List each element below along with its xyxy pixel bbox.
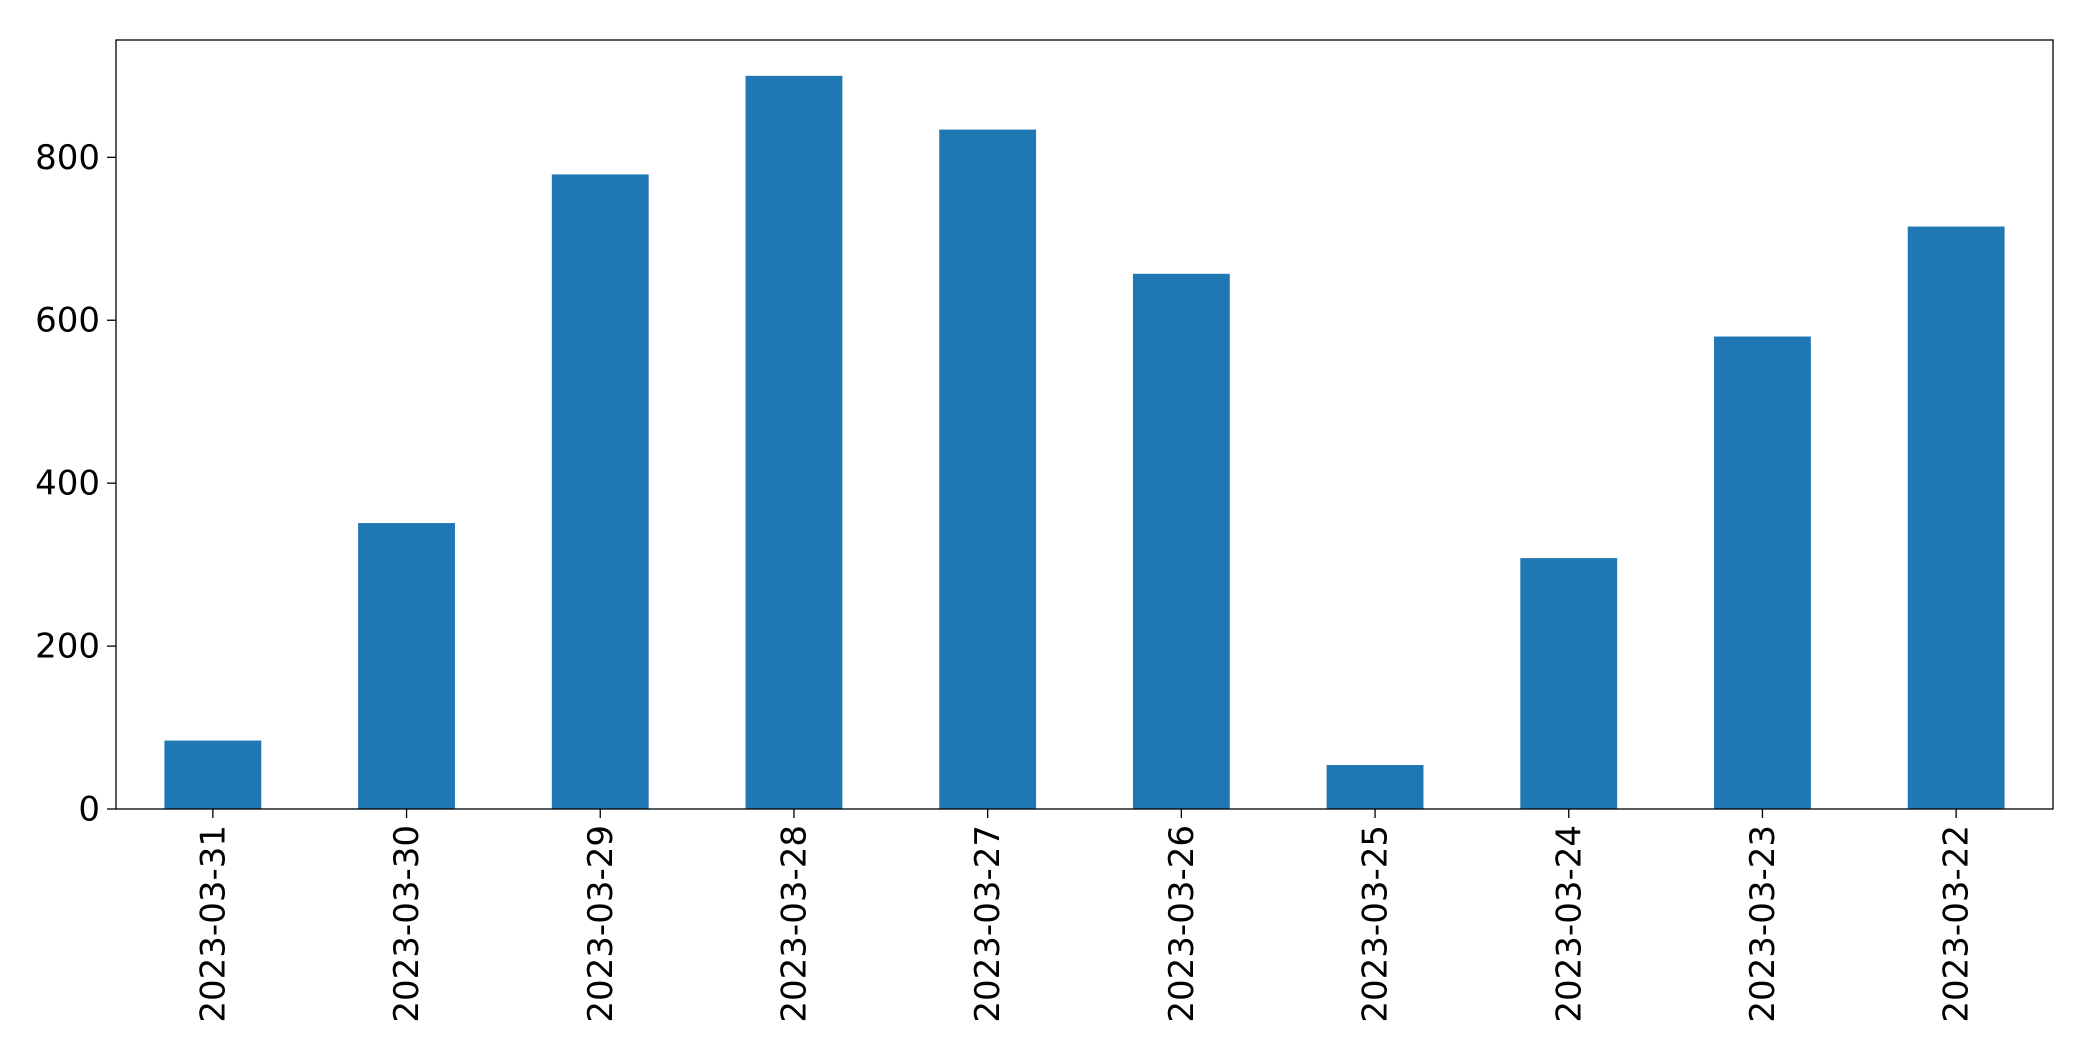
- bar: [1714, 336, 1811, 809]
- x-tick-label: 2023-03-23: [1743, 825, 1783, 1023]
- y-tick-label: 0: [78, 790, 100, 830]
- plot-frame: [115, 39, 2054, 810]
- x-tick-label: 2023-03-25: [1356, 825, 1396, 1023]
- y-tick-label: 800: [35, 138, 100, 178]
- bar: [939, 129, 1037, 810]
- x-tick-label: 2023-03-31: [193, 825, 233, 1023]
- bar: [745, 75, 843, 810]
- bar: [1132, 273, 1230, 810]
- x-tick-label: 2023-03-26: [1162, 825, 1202, 1023]
- y-tick-label: 400: [35, 464, 100, 504]
- bar: [164, 740, 262, 809]
- x-tick-label: 2023-03-29: [581, 825, 621, 1023]
- x-tick-label: 2023-03-22: [1937, 825, 1977, 1023]
- bar: [358, 523, 455, 809]
- x-tick-label: 2023-03-28: [774, 825, 814, 1023]
- bar: [1520, 558, 1618, 809]
- y-tick-label: 600: [35, 301, 100, 341]
- x-tick-label: 2023-03-24: [1549, 825, 1589, 1023]
- bar: [1326, 765, 1424, 809]
- bar: [1907, 226, 2005, 809]
- x-tick-label: 2023-03-30: [387, 825, 427, 1023]
- x-tick-label: 2023-03-27: [968, 825, 1008, 1023]
- bar: [551, 174, 649, 809]
- y-tick-label: 200: [35, 627, 100, 667]
